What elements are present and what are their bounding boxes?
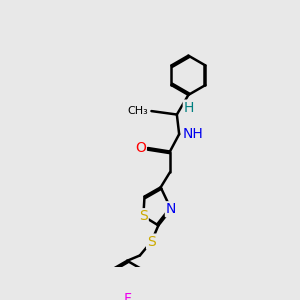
Text: CH₃: CH₃ — [127, 106, 148, 116]
Text: N: N — [166, 202, 176, 216]
Text: S: S — [139, 209, 148, 223]
Text: NH: NH — [183, 127, 203, 141]
Text: H: H — [184, 100, 194, 115]
Text: F: F — [123, 292, 131, 300]
Text: O: O — [135, 141, 146, 155]
Text: S: S — [147, 235, 156, 249]
